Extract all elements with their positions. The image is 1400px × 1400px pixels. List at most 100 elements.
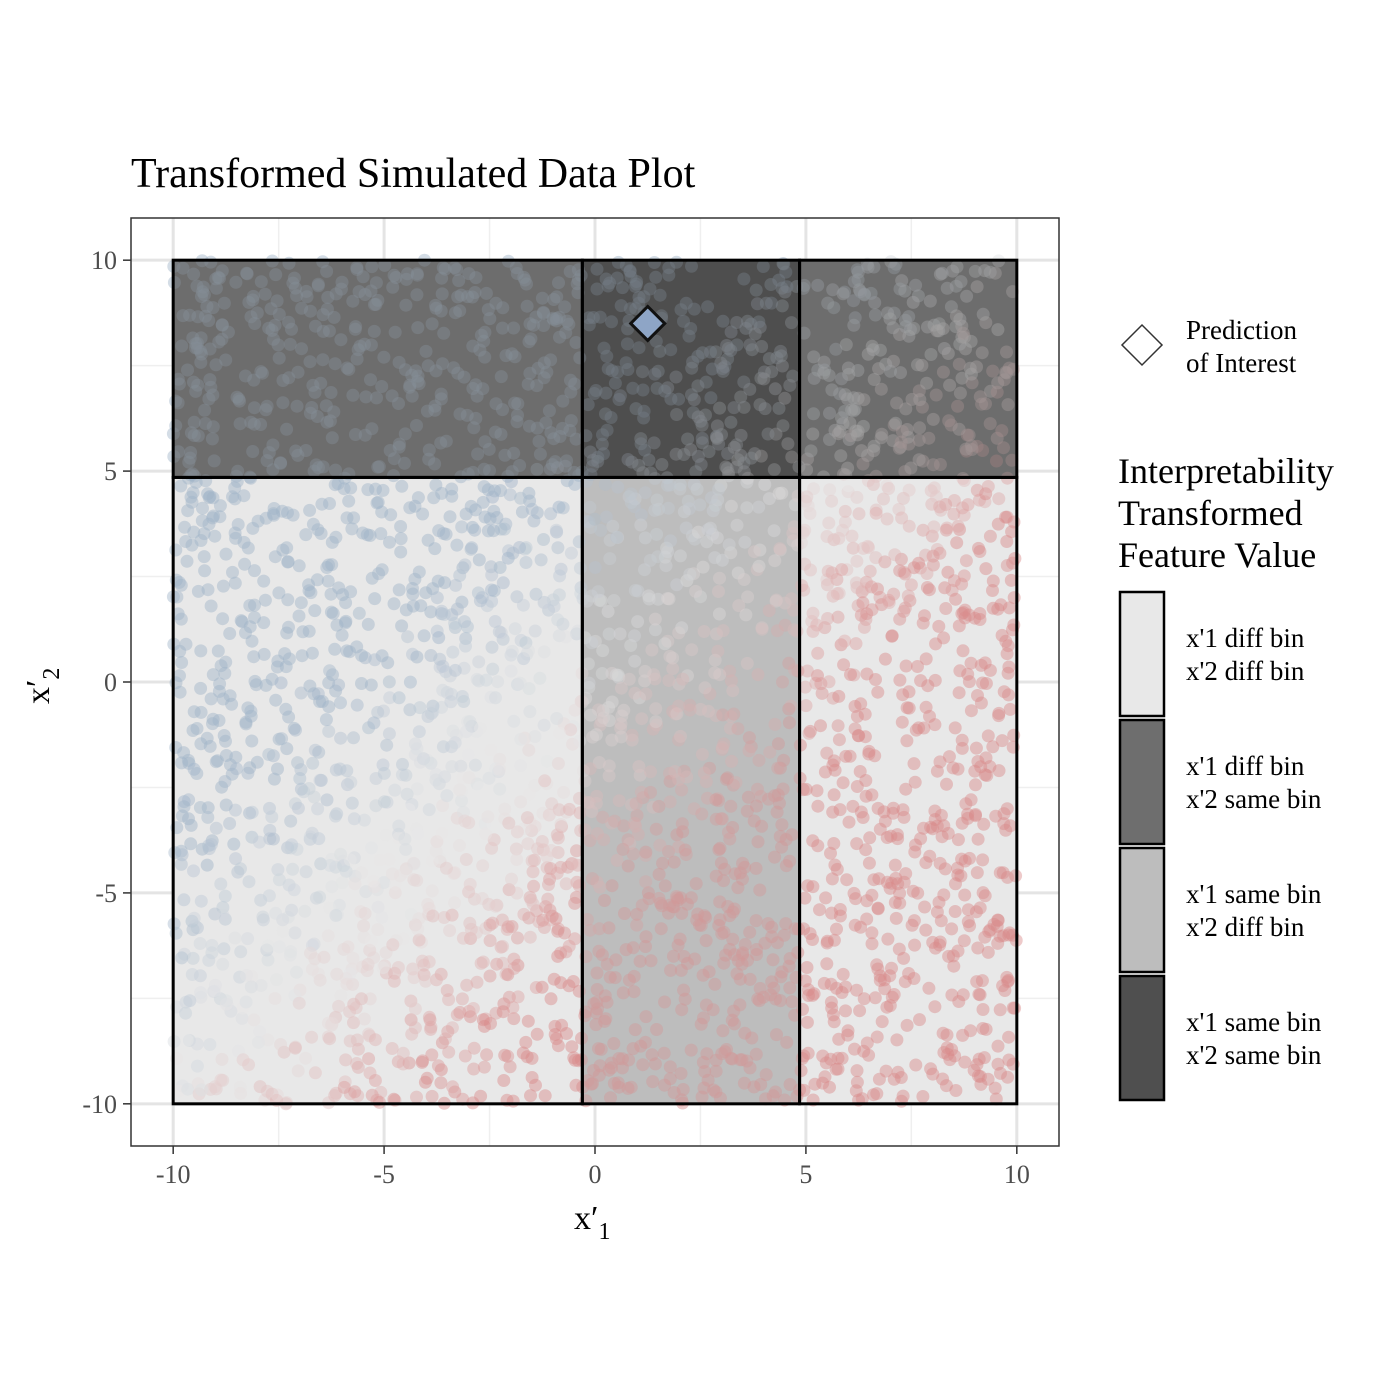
data-point [329,809,342,823]
data-point [201,583,215,597]
data-point [752,500,766,514]
data-point [219,655,233,669]
data-point [552,803,566,817]
data-point [958,603,972,617]
data-point [1002,1053,1016,1067]
data-point [770,936,784,950]
data-point [873,969,887,983]
data-point [930,543,944,556]
data-point [217,729,231,742]
data-point [399,842,413,856]
data-point [887,988,901,1001]
data-point [834,638,848,652]
data-point [448,1085,462,1099]
data-point [821,612,835,625]
data-point [649,702,663,716]
data-point [462,885,476,899]
data-point [216,692,230,706]
data-point [994,1066,1007,1080]
data-point [724,710,738,724]
data-point [394,545,408,559]
data-point [252,835,266,849]
data-point [689,877,703,891]
data-point [475,591,489,605]
data-point [377,876,391,889]
data-point [672,840,686,854]
data-point [191,584,205,598]
data-point [639,875,653,889]
data-point [930,819,944,833]
data-point [865,888,879,902]
data-point [407,857,421,871]
data-point [862,1048,876,1062]
data-point [486,662,500,676]
data-point [370,883,384,897]
data-point [329,1086,343,1100]
data-point [522,682,536,696]
data-point [657,1046,671,1060]
data-point [540,777,554,791]
data-point [212,684,226,698]
data-point [947,494,961,507]
data-point [708,666,722,680]
data-point [294,596,308,610]
data-point [476,859,490,873]
data-point [999,510,1013,524]
data-point [953,523,966,536]
data-point [186,923,200,937]
data-point [373,853,387,867]
data-point [962,675,976,689]
data-point [983,923,997,937]
data-point [803,507,817,520]
data-point [187,525,201,539]
data-point [430,835,444,849]
data-point [325,852,339,866]
data-point [559,945,573,959]
data-point [775,818,789,832]
data-point [627,500,641,514]
data-point [696,560,710,574]
data-point [859,843,873,857]
data-point [556,501,570,515]
data-point [751,992,765,1006]
data-point [404,907,418,921]
data-point [510,825,524,839]
data-point [873,973,887,987]
data-point [903,594,917,608]
data-point [606,519,620,533]
data-point [503,1060,517,1074]
data-point [928,673,942,687]
data-point [719,772,733,786]
data-point [784,592,798,606]
data-point [823,1080,836,1094]
data-point [528,779,542,793]
data-point [972,541,985,555]
data-point [399,603,413,617]
data-point [491,675,505,689]
data-point [421,533,435,547]
data-point [279,660,293,674]
data-point [285,838,299,852]
data-point [448,616,462,630]
data-point [867,1088,880,1102]
data-point [832,733,846,747]
data-point [479,1012,493,1026]
data-point [502,883,516,897]
data-point [939,602,953,615]
data-point [765,975,779,989]
data-point [601,605,615,618]
data-point [831,1062,845,1076]
data-point [237,535,251,549]
data-point [201,801,215,815]
data-point [425,1048,439,1062]
data-point [997,807,1011,821]
data-point [836,967,850,981]
data-point [464,932,477,945]
data-point [342,494,356,508]
data-point [878,982,892,996]
data-point [993,929,1007,943]
data-point [583,762,597,776]
data-point [715,812,729,826]
data-point [726,684,740,698]
data-point [621,859,635,873]
